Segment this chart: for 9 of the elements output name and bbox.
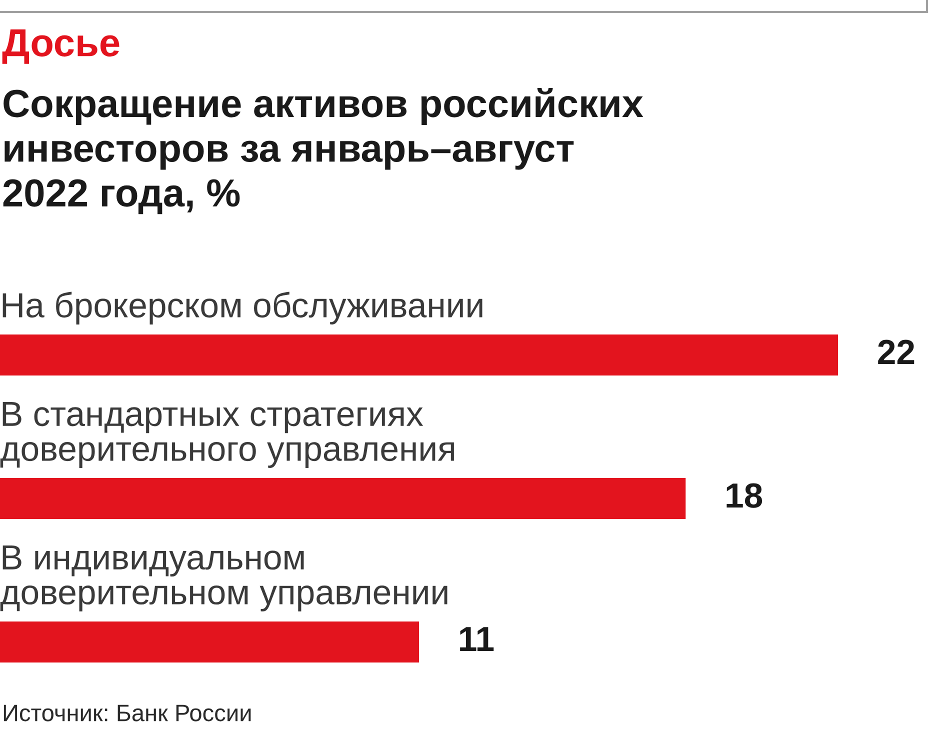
- y-tick-label: В индивидуальном доверительном управлении: [0, 545, 448, 612]
- chart-title: Сокращение активов российских инвесторов за январь–август 2022 года, %: [3, 88, 644, 214]
- text: Источник: Банк России: [4, 704, 251, 722]
- data-label: 22: [878, 340, 914, 364]
- data-label: 18: [726, 483, 762, 508]
- y-tick-label: В стандартных стратегиях доверительного управления: [0, 402, 454, 468]
- data-label: 11: [460, 627, 494, 651]
- chart-subtitle: Досье: [2, 29, 120, 64]
- y-tick-label: На брокерском обслуживании: [2, 292, 482, 324]
